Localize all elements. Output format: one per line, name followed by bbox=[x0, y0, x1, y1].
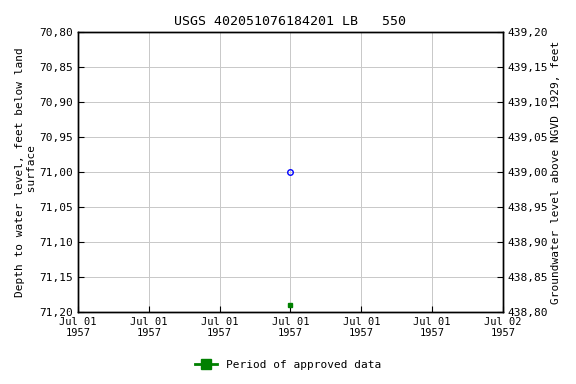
Legend: Period of approved data: Period of approved data bbox=[191, 356, 385, 375]
Y-axis label: Groundwater level above NGVD 1929, feet: Groundwater level above NGVD 1929, feet bbox=[551, 40, 561, 303]
Y-axis label: Depth to water level, feet below land
 surface: Depth to water level, feet below land su… bbox=[15, 47, 37, 297]
Title: USGS 402051076184201 LB   550: USGS 402051076184201 LB 550 bbox=[175, 15, 407, 28]
